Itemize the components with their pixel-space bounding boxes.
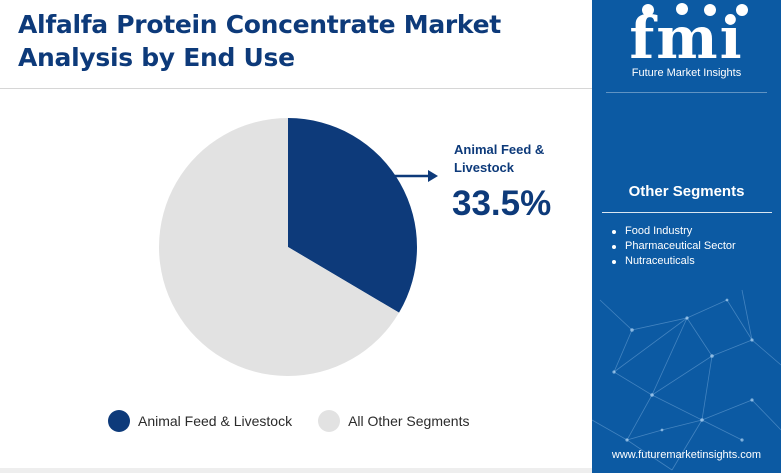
- legend-label: All Other Segments: [348, 413, 470, 429]
- bullet-icon: [612, 229, 616, 234]
- list-item-label: Food Industry: [625, 225, 693, 237]
- legend-item-other-segments: All Other Segments: [318, 410, 469, 432]
- bullet-icon: [612, 244, 616, 249]
- list-item: Nutraceuticals: [612, 254, 736, 269]
- other-segments-list: Food Industry Pharmaceutical Sector Nutr…: [612, 224, 736, 269]
- list-item-label: Nutraceuticals: [625, 255, 695, 267]
- legend-swatch-other-segments: [318, 410, 341, 432]
- other-segments-divider: [602, 212, 772, 213]
- pie-chart: [158, 118, 417, 376]
- list-item: Food Industry: [612, 224, 736, 239]
- bullet-icon: [612, 259, 616, 264]
- chart-legend: Animal Feed & Livestock All Other Segmen…: [108, 408, 495, 434]
- fmi-logo[interactable]: fmi Future Market Insights: [592, 0, 781, 92]
- chart-panel: Alfalfa Protein Concentrate Market Analy…: [0, 10, 592, 473]
- callout-label: Animal Feed & Livestock: [454, 142, 545, 175]
- sidebar: fmi Future Market Insights Other Segment…: [592, 0, 781, 473]
- legend-label: Animal Feed & Livestock: [138, 413, 293, 429]
- legend-item-animal-feed: Animal Feed & Livestock: [108, 410, 292, 432]
- logo-divider: [606, 92, 767, 93]
- network-background-graphic: [592, 289, 781, 471]
- website-link[interactable]: www.futuremarketinsights.com: [611, 449, 762, 461]
- logo-tagline: Future Market Insights: [631, 67, 742, 79]
- list-item: Pharmaceutical Sector: [612, 239, 736, 254]
- pie-slice-all-other-segments: [158, 118, 400, 376]
- callout-arrow-icon: [392, 170, 438, 182]
- pie-slice-animal-feed-livestock: [288, 118, 417, 313]
- legend-swatch-animal-feed: [108, 410, 130, 432]
- title-divider: [0, 88, 592, 89]
- page-title: Alfalfa Protein Concentrate Market Analy…: [18, 10, 501, 72]
- bottom-divider: [0, 468, 592, 473]
- callout-value: 33.5%: [452, 184, 552, 223]
- list-item-label: Pharmaceutical Sector: [625, 240, 736, 252]
- other-segments-heading: Other Segments: [628, 183, 745, 200]
- fmi-logo-mark: fmi: [629, 3, 748, 72]
